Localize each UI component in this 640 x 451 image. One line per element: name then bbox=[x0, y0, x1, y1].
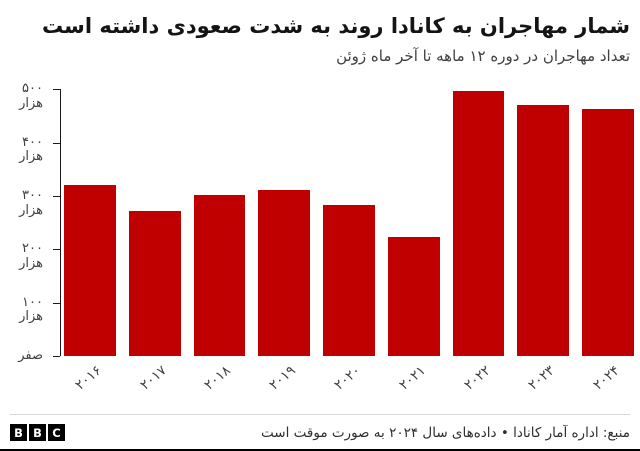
y-tick-label: صفر bbox=[18, 348, 43, 364]
y-tick-label: ۱۰۰ هزار bbox=[19, 294, 43, 325]
bbc-logo-block: B bbox=[10, 424, 27, 442]
bottom-border bbox=[0, 449, 640, 451]
y-tick-mark bbox=[53, 142, 60, 144]
source-text: منبع: اداره آمار کانادا • داده‌های سال ۲… bbox=[261, 424, 630, 441]
x-tick-label: ۲۰۲۰ bbox=[331, 362, 364, 394]
chart-subtitle: تعداد مهاجران در دوره ۱۲ ماهه تا آخر ماه… bbox=[336, 47, 630, 66]
y-axis: ۵۰۰ هزار ۴۰۰ هزار ۳۰۰ هزار ۲۰۰ هزار ۱۰۰ هزار صفر bbox=[0, 82, 61, 363]
bar-chart: ۵۰۰ هزار ۴۰۰ هزار ۳۰۰ هزار ۲۰۰ هزار ۱۰۰ هزار صفر ۲… bbox=[0, 82, 635, 402]
x-axis-labels: ۲۰۱۶ ۲۰۱۷ ۲۰۱۸ ۲۰۱۹ ۲۰۲۰ ۲۰۲۱ ۲۰۲۲ ۲۰۲۳ ۲۰۲۴ bbox=[61, 356, 634, 402]
bar-0 bbox=[64, 185, 116, 357]
y-tick-mark bbox=[53, 356, 60, 358]
x-tick-label: ۲۰۲۴ bbox=[590, 362, 623, 394]
bars-container bbox=[61, 89, 635, 357]
bar-5 bbox=[387, 237, 440, 357]
chart-header: شمار مهاجران به کانادا روند به شدت صعودی… bbox=[0, 0, 640, 65]
bbc-logo-block: C bbox=[48, 424, 65, 442]
y-tick-label: ۳۰۰ هزار bbox=[19, 188, 43, 218]
y-tick-mark bbox=[53, 196, 60, 198]
x-tick-label: ۲۰۲۳ bbox=[525, 362, 559, 394]
bbc-logo-block: B bbox=[29, 424, 46, 442]
x-tick-label: ۲۰۱۹ bbox=[266, 362, 300, 394]
chart-title: شمار مهاجران به کانادا روند به شدت صعودی… bbox=[41, 14, 630, 38]
footer-divider bbox=[10, 414, 630, 416]
x-tick-label: ۲۰۱۷ bbox=[136, 362, 170, 394]
y-tick-label: ۲۰۰ هزار bbox=[19, 241, 43, 272]
x-tick-label: ۲۰۱۸ bbox=[201, 362, 235, 394]
y-tick-label: ۵۰۰ هزار bbox=[19, 81, 43, 111]
bar-6 bbox=[452, 90, 505, 357]
bar-7 bbox=[517, 105, 570, 357]
x-tick-label: ۲۰۲۱ bbox=[396, 362, 429, 394]
bar-4 bbox=[323, 204, 375, 357]
y-tick-mark bbox=[53, 302, 60, 304]
y-tick-mark bbox=[53, 249, 60, 251]
bar-1 bbox=[128, 211, 181, 357]
bar-8 bbox=[582, 108, 635, 357]
bar-3 bbox=[258, 189, 311, 357]
x-tick-label: ۲۰۱۶ bbox=[72, 362, 105, 394]
y-tick-label: ۴۰۰ هزار bbox=[19, 134, 43, 165]
y-tick-mark bbox=[53, 89, 60, 91]
x-tick-label: ۲۰۲۲ bbox=[460, 362, 494, 394]
plot-area: ۲۰۱۶ ۲۰۱۷ ۲۰۱۸ ۲۰۱۹ ۲۰۲۰ ۲۰۲۱ ۲۰۲۲ ۲۰۲۳ ۲۰۲۴ bbox=[61, 89, 635, 402]
bar-2 bbox=[193, 195, 246, 357]
